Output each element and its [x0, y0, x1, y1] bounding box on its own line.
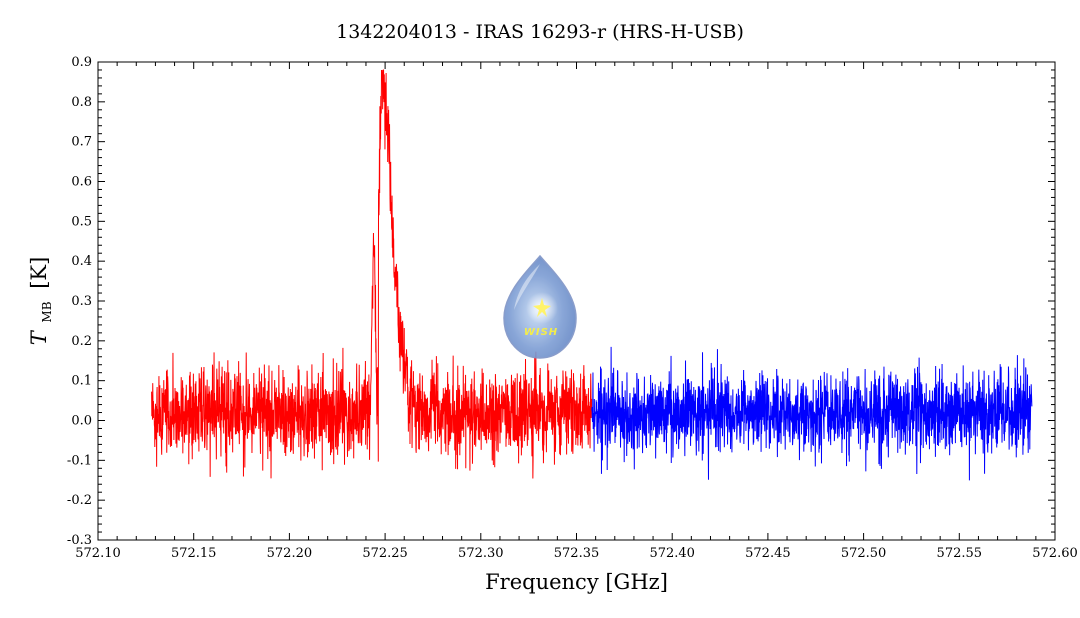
y-tick-label: 0.6 [71, 175, 92, 190]
y-axis-subscript: MB [40, 301, 54, 322]
y-axis-title: T MB [K] [27, 257, 56, 346]
y-tick-label: 0.3 [71, 294, 92, 309]
y-tick-label: 0.7 [71, 135, 92, 150]
x-tick-label: 572.25 [362, 546, 408, 561]
spectrum-series-line [151, 69, 593, 479]
plot-frame [97, 61, 1056, 541]
x-axis-title: Frequency [GHz] [485, 570, 668, 594]
x-tick-label: 572.55 [937, 546, 983, 561]
x-axis: 572.10 572.15 572.20 572.25 572.30 572.35 572.… [75, 62, 1078, 561]
wish-logo: WISH [503, 254, 577, 359]
y-tick-label: 0.8 [71, 95, 92, 110]
x-tick-label: 572.60 [1032, 546, 1078, 561]
y-tick-label: 0.0 [71, 414, 92, 429]
y-tick-label: 0.9 [71, 55, 92, 70]
x-tick-label: 572.50 [841, 546, 887, 561]
x-tick-label: 572.35 [554, 546, 600, 561]
y-tick-label: 0.4 [71, 254, 92, 269]
y-axis-unit: [K] [27, 257, 51, 289]
x-tick-label: 572.30 [458, 546, 504, 561]
y-tick-label: 0.2 [71, 334, 92, 349]
spectrum-series-line [591, 346, 1033, 481]
x-tick-label: 572.15 [171, 546, 217, 561]
y-tick-label: 0.5 [71, 214, 92, 229]
chart-title: 1342204013 - IRAS 16293-r (HRS-H-USB) [336, 21, 744, 43]
plot-area [151, 69, 1033, 481]
logo-text: WISH [524, 327, 558, 338]
y-tick-label: -0.2 [67, 493, 92, 508]
y-axis: -0.3 -0.2 -0.1 0.0 0.1 0.2 0.3 0.4 0.5 0.6 0.7 0.8 0… [67, 55, 1055, 548]
star-icon [533, 298, 551, 317]
y-axis-symbol: T [27, 329, 51, 345]
y-tick-label: -0.1 [67, 453, 92, 468]
x-tick-label: 572.40 [649, 546, 695, 561]
x-tick-label: 572.10 [75, 546, 121, 561]
x-tick-label: 572.20 [267, 546, 313, 561]
x-tick-label: 572.45 [745, 546, 791, 561]
y-tick-label: 0.1 [71, 374, 92, 389]
y-tick-label: -0.3 [67, 533, 92, 548]
